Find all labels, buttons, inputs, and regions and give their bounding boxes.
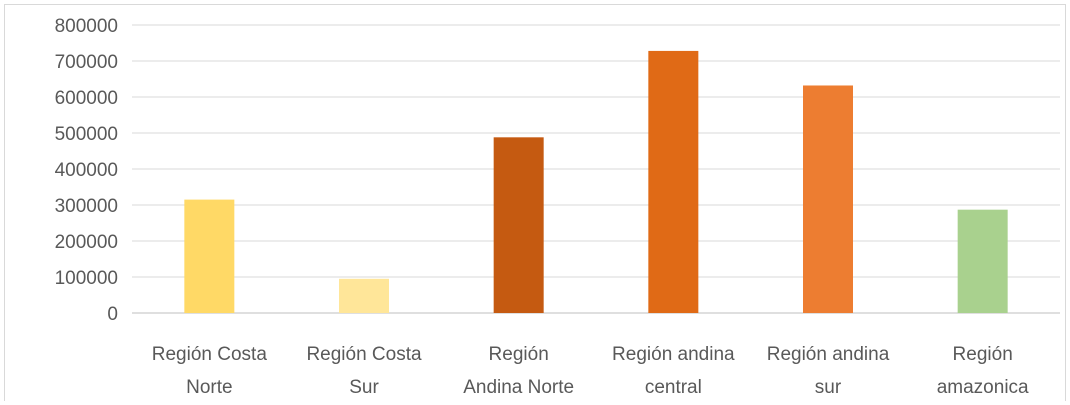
x-category-label: Andina Norte	[463, 377, 574, 398]
bar	[648, 50, 699, 314]
bar	[803, 85, 853, 313]
x-category-label: central	[645, 377, 702, 398]
bar	[184, 199, 235, 313]
x-category-label: Región Costa	[152, 344, 268, 365]
y-tick-label: 400000	[55, 160, 118, 181]
x-category-label: Región Costa	[306, 344, 422, 365]
y-tick-label: 700000	[55, 52, 118, 73]
bars	[184, 50, 1008, 314]
bar	[493, 137, 544, 313]
x-category-label: Región andina	[767, 344, 890, 365]
gridlines	[132, 24, 1060, 314]
bar	[339, 278, 389, 313]
chart-frame	[4, 4, 1066, 401]
y-tick-label: 100000	[55, 268, 118, 289]
x-category-label: Sur	[349, 377, 379, 398]
x-category-label: Norte	[186, 377, 232, 398]
x-category-label: Región	[953, 344, 1013, 365]
x-category-label: amazonica	[937, 377, 1029, 398]
y-tick-label: 500000	[55, 124, 118, 145]
x-axis-category-labels: Región Costa Norte Región Costa Sur Región An…	[152, 344, 1029, 398]
x-category-label: sur	[815, 377, 842, 398]
bar	[957, 209, 1008, 313]
x-category-label: Región	[489, 344, 549, 365]
x-category-label: Región andina	[612, 344, 735, 365]
y-tick-label: 0	[107, 304, 118, 325]
y-tick-label: 600000	[55, 88, 118, 109]
y-axis-tick-labels: 0 100000 200000 300000 400000 500000 600000 700…	[55, 16, 118, 325]
y-tick-label: 800000	[55, 16, 118, 37]
y-tick-label: 300000	[55, 196, 118, 217]
y-tick-label: 200000	[55, 232, 118, 253]
